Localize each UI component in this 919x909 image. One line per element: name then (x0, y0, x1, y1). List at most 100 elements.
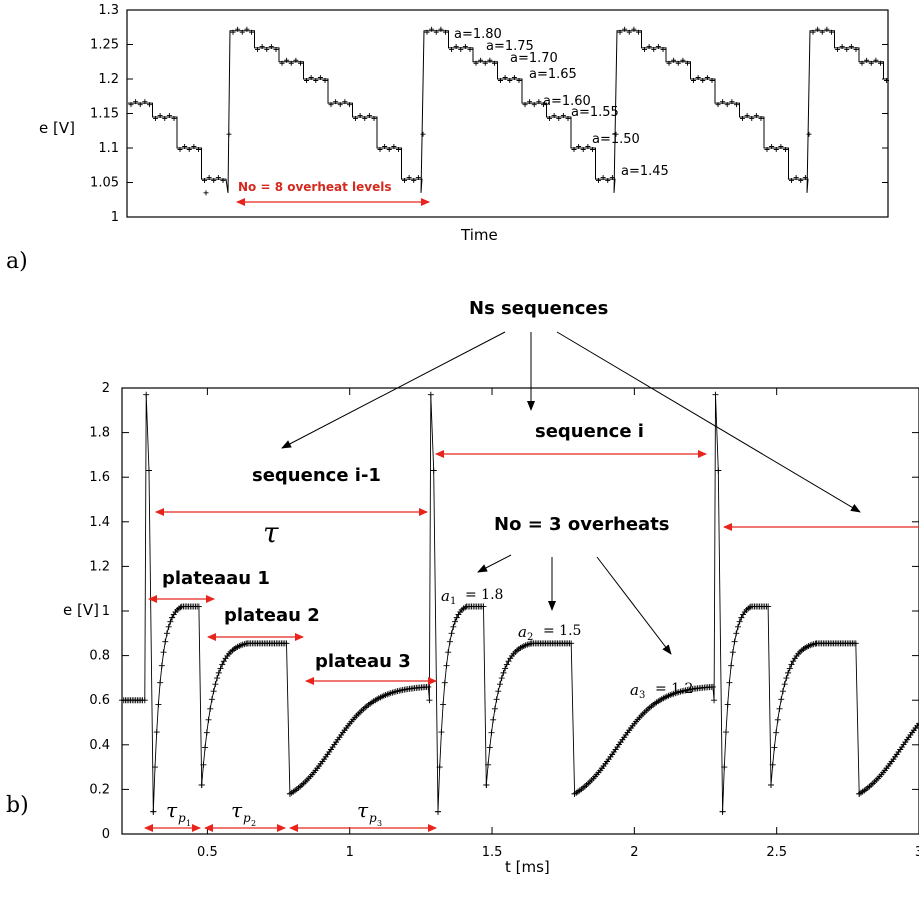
panel-a-marker (605, 178, 611, 184)
panel-b-y-label: e [V] (63, 601, 99, 619)
panel-b-marker (488, 729, 495, 736)
panel-b-marker (195, 603, 202, 610)
svg-text:a: a (630, 681, 639, 699)
panel-a-marker (443, 29, 448, 35)
panel-a-marker (864, 57, 870, 63)
panel-a-marker (802, 175, 808, 181)
panel-b-marker (210, 688, 217, 695)
panel-b-marker (733, 630, 740, 637)
panel-a-marker (264, 46, 270, 52)
panel-a-marker (709, 78, 715, 83)
panel-a-marker (333, 99, 339, 105)
panel-a-marker (402, 178, 407, 184)
panel-a-marker (449, 46, 454, 52)
a3-label: a 3 = 1.2 (630, 681, 693, 701)
panel-a-marker (191, 144, 197, 149)
svg-text:3: 3 (639, 690, 645, 701)
panel-a-marker (377, 147, 383, 152)
panel-b-marker (728, 662, 735, 669)
panel-a-marker (371, 115, 377, 121)
a1-label: a 1 = 1.8 (441, 587, 503, 607)
panel-a-marker (171, 115, 177, 121)
panel-b-marker (150, 808, 157, 815)
panel-a-marker (565, 115, 571, 121)
panel-a-y-label: e [V] (39, 119, 75, 137)
panel-a-marker (631, 26, 637, 32)
panel-a-marker (268, 43, 274, 49)
panel-a-marker (215, 175, 221, 181)
panel-b-marker (143, 391, 150, 398)
panel-b-marker (427, 391, 434, 398)
panel-a-marker (734, 102, 739, 108)
panel-b-marker (430, 467, 437, 474)
panel-a-marker (220, 178, 226, 184)
panel-b-y-tick-label: 1.8 (89, 426, 110, 441)
svg-text:2: 2 (251, 819, 256, 828)
overheat-label-4: a=1.65 (529, 67, 577, 82)
panel-b-marker (217, 665, 224, 672)
panel-b-marker (219, 661, 226, 668)
panel-a-marker (353, 115, 358, 121)
panel-a-marker (473, 60, 479, 66)
panel-b-marker (767, 781, 774, 788)
panel-a-marker (789, 178, 794, 184)
panel-a-marker (433, 29, 439, 35)
panel-b-marker (773, 729, 780, 736)
panel-b-marker (723, 729, 730, 736)
panel-a-marker (362, 115, 368, 121)
panel-a-marker (293, 57, 299, 63)
svg-text:1: 1 (450, 596, 456, 607)
panel-a-marker (226, 131, 232, 137)
svg-text:a: a (518, 623, 527, 641)
panel-b-marker (711, 697, 718, 704)
panel-b-marker (177, 604, 184, 611)
panel-a-marker (704, 75, 710, 80)
plateau-3-label: plateau 3 (315, 651, 411, 672)
svg-text:2: 2 (527, 632, 533, 643)
svg-text:3: 3 (377, 819, 382, 828)
panel-b-marker (497, 681, 504, 688)
panel-b-marker (724, 701, 731, 708)
panel-b-marker (731, 638, 738, 645)
panel-b-marker (746, 604, 753, 611)
panel-b-y-tick-label: 2 (102, 381, 110, 396)
overheat-arrow-3 (596, 556, 672, 655)
svg-text:p: p (178, 811, 186, 825)
panel-b-marker (765, 603, 772, 610)
panel-b-marker (445, 649, 452, 656)
panel-a-marker (391, 144, 397, 149)
panel-b-marker (480, 603, 487, 610)
panel-a-marker (337, 102, 343, 108)
panel-a-marker (304, 78, 309, 83)
panel-a-y-tick-label: 1.1 (98, 141, 119, 156)
panel-b-marker (446, 638, 453, 645)
panel-a-marker (819, 29, 825, 35)
panel-a-y-tick-label: 1.2 (98, 72, 119, 87)
panel-b-marker (781, 681, 788, 688)
panel-a-marker (835, 46, 840, 52)
overheats-label: No = 3 overheats (494, 514, 670, 535)
panel-b-x-tick-label: 1 (346, 845, 354, 860)
panel-b-trace (122, 394, 919, 812)
panel-a-marker (571, 147, 577, 152)
panel-a-marker (177, 147, 183, 152)
panel-b-marker (167, 618, 174, 625)
panel-a-y-tick-label: 1.15 (90, 107, 119, 122)
panel-b-y-tick-label: 0 (102, 827, 110, 842)
panel-a-marker (806, 131, 812, 137)
panel-b-marker (160, 649, 167, 656)
panel-b-marker (440, 701, 447, 708)
panel-b-marker (155, 701, 162, 708)
panel-b-marker (774, 716, 781, 723)
panel-a-marker (829, 29, 834, 35)
plateau-1-label: plateaau 1 (162, 568, 270, 589)
panel-b-marker (490, 716, 497, 723)
panel-a-marker (839, 43, 845, 49)
svg-text:τ: τ (357, 798, 369, 822)
panel-a-marker (622, 26, 628, 32)
panel-b-marker (141, 697, 148, 704)
panel-a-y-tick-label: 1.3 (98, 3, 119, 18)
panel-b-marker (462, 604, 469, 611)
panel-a-marker (502, 75, 508, 80)
panel-b-x-tick-label: 0.5 (197, 845, 218, 860)
